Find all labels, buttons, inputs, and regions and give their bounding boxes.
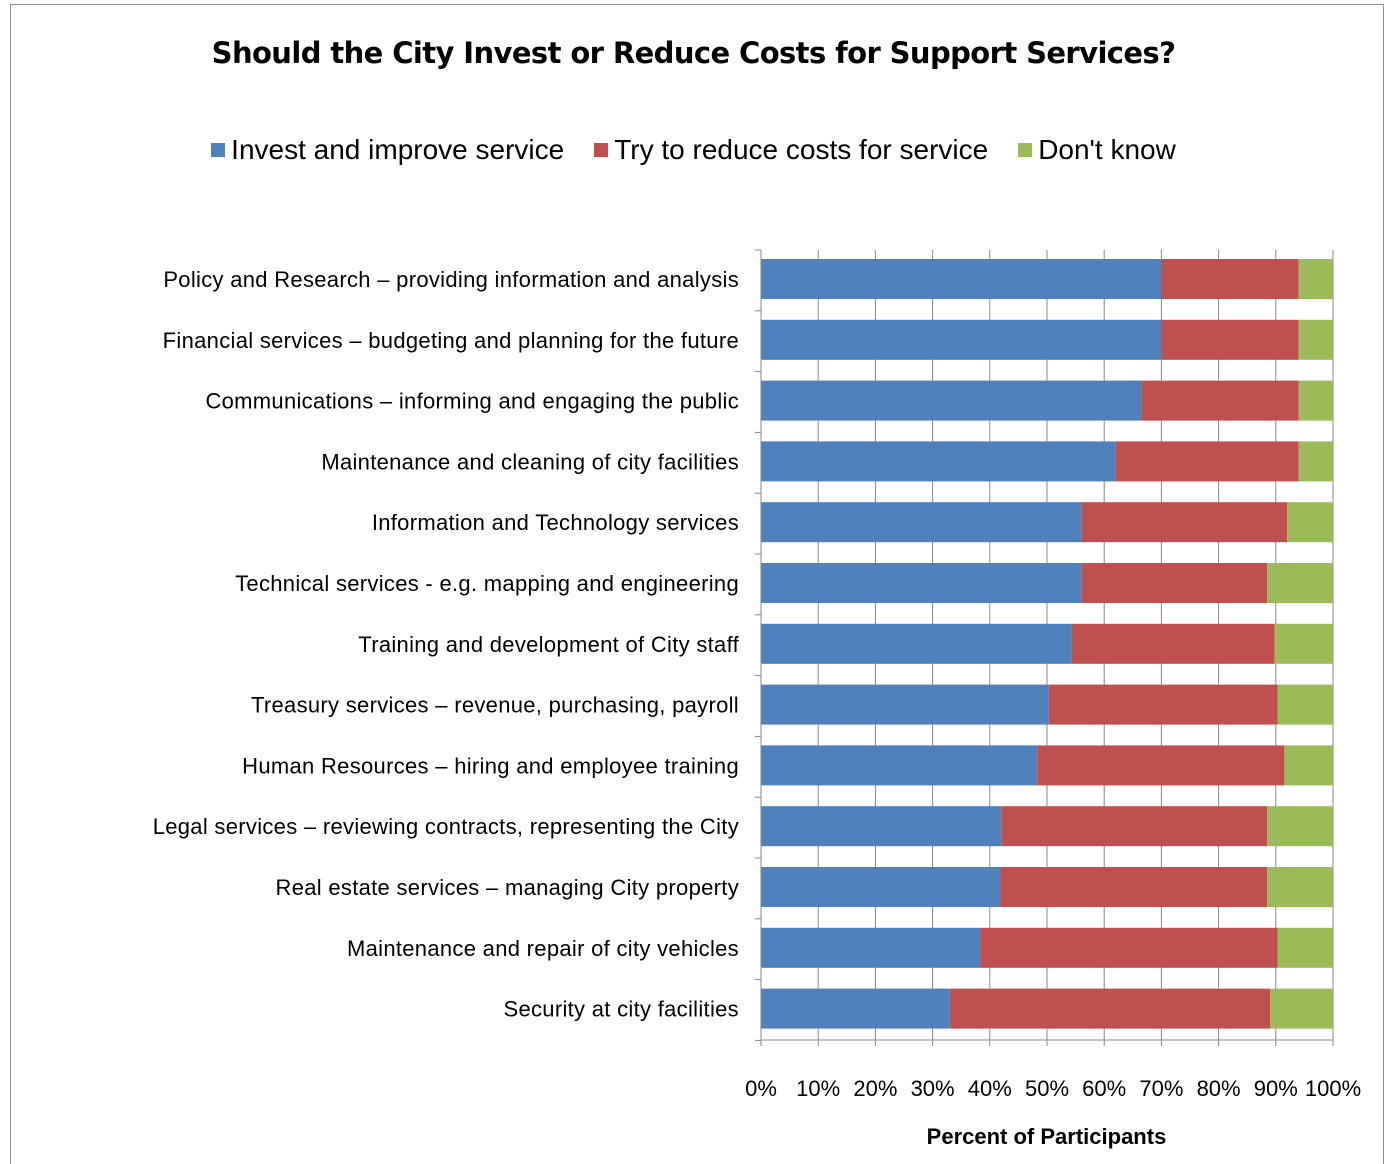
bar-segment	[949, 988, 1271, 1029]
bar-segment	[1000, 867, 1268, 907]
legend-item: Don't know	[1018, 134, 1176, 166]
bar-segment	[761, 745, 1038, 786]
category-label: Technical services - e.g. mapping and en…	[235, 571, 739, 596]
legend-label: Invest and improve service	[231, 134, 565, 165]
category-label: Policy and Research – providing informat…	[163, 267, 739, 292]
legend-swatch	[594, 143, 609, 157]
bar-segment	[761, 988, 950, 1029]
bar-segment	[1277, 927, 1333, 968]
x-tick-label: 10%	[796, 1076, 840, 1101]
category-label: Treasury services – revenue, purchasing,…	[251, 693, 739, 718]
x-tick-label: 90%	[1254, 1076, 1298, 1101]
category-label: Information and Technology services	[372, 510, 739, 535]
x-tick-label: 0%	[745, 1076, 777, 1101]
x-tick-label: 70%	[1139, 1076, 1183, 1101]
x-tick-label: 60%	[1082, 1076, 1126, 1101]
bar-segment	[761, 380, 1142, 421]
bar-segment	[1001, 806, 1268, 847]
bar-segment	[761, 441, 1116, 482]
bar-segment	[1081, 563, 1268, 603]
legend-item: Try to reduce costs for service	[594, 134, 988, 166]
bar-segment	[761, 867, 1001, 907]
bar-segment	[980, 927, 1278, 968]
chart-title: Should the City Invest or Reduce Costs f…	[211, 36, 1176, 70]
bar-segment	[1284, 745, 1333, 786]
legend-swatch	[211, 143, 226, 157]
bar-segment	[1298, 319, 1333, 360]
chart-frame	[10, 4, 1384, 1164]
bar-segment	[1277, 684, 1333, 725]
category-label: Legal services – reviewing contracts, re…	[153, 814, 739, 839]
bar-segment	[1287, 502, 1333, 543]
bar-segment	[1267, 867, 1333, 907]
bar-segment	[1298, 259, 1333, 299]
bar-segment	[761, 319, 1162, 360]
x-tick-label: 80%	[1197, 1076, 1241, 1101]
category-label: Maintenance and repair of city vehicles	[347, 936, 739, 961]
category-label: Human Resources – hiring and employee tr…	[242, 753, 739, 778]
bar-segment	[1274, 623, 1333, 664]
bar-segment	[1298, 441, 1333, 482]
bar-segment	[1270, 988, 1333, 1029]
category-label: Financial services – budgeting and plann…	[163, 328, 739, 353]
bar-segment	[1161, 319, 1299, 360]
category-label: Communications – informing and engaging …	[205, 389, 739, 414]
x-tick-label: 30%	[911, 1076, 955, 1101]
bar-segment	[761, 259, 1162, 299]
bar-segment	[761, 563, 1082, 603]
bar-segment	[761, 927, 981, 968]
category-label: Maintenance and cleaning of city facilit…	[321, 449, 739, 474]
bar-segment	[1071, 623, 1275, 664]
bar-segment	[1267, 563, 1333, 603]
category-label: Training and development of City staff	[358, 632, 739, 657]
bar-segment	[1081, 502, 1288, 543]
bar-segment	[761, 806, 1002, 847]
bar-segment	[761, 502, 1082, 543]
x-tick-label: 20%	[853, 1076, 897, 1101]
legend-label: Don't know	[1038, 134, 1176, 165]
category-label: Security at city facilities	[503, 997, 739, 1022]
legend-label: Try to reduce costs for service	[614, 134, 989, 165]
bar-segment	[1298, 380, 1333, 421]
bar-segment	[761, 684, 1049, 725]
x-axis-title: Percent of Participants	[926, 1124, 1167, 1149]
legend-item: Invest and improve service	[211, 134, 564, 166]
bar-segment	[1048, 684, 1278, 725]
bar-segment	[1115, 441, 1299, 482]
x-tick-label: 50%	[1025, 1076, 1069, 1101]
x-tick-label: 40%	[968, 1076, 1012, 1101]
x-tick-label: 100%	[1305, 1076, 1361, 1101]
bar-segment	[1037, 745, 1285, 786]
legend: Invest and improve service Try to reduce …	[0, 134, 1387, 166]
bar-segment	[761, 623, 1072, 664]
legend-swatch	[1018, 143, 1033, 157]
bar-segment	[1161, 259, 1299, 299]
bar-segment	[1267, 806, 1333, 847]
category-label: Real estate services – managing City pro…	[276, 875, 740, 900]
bar-segment	[1141, 380, 1299, 421]
